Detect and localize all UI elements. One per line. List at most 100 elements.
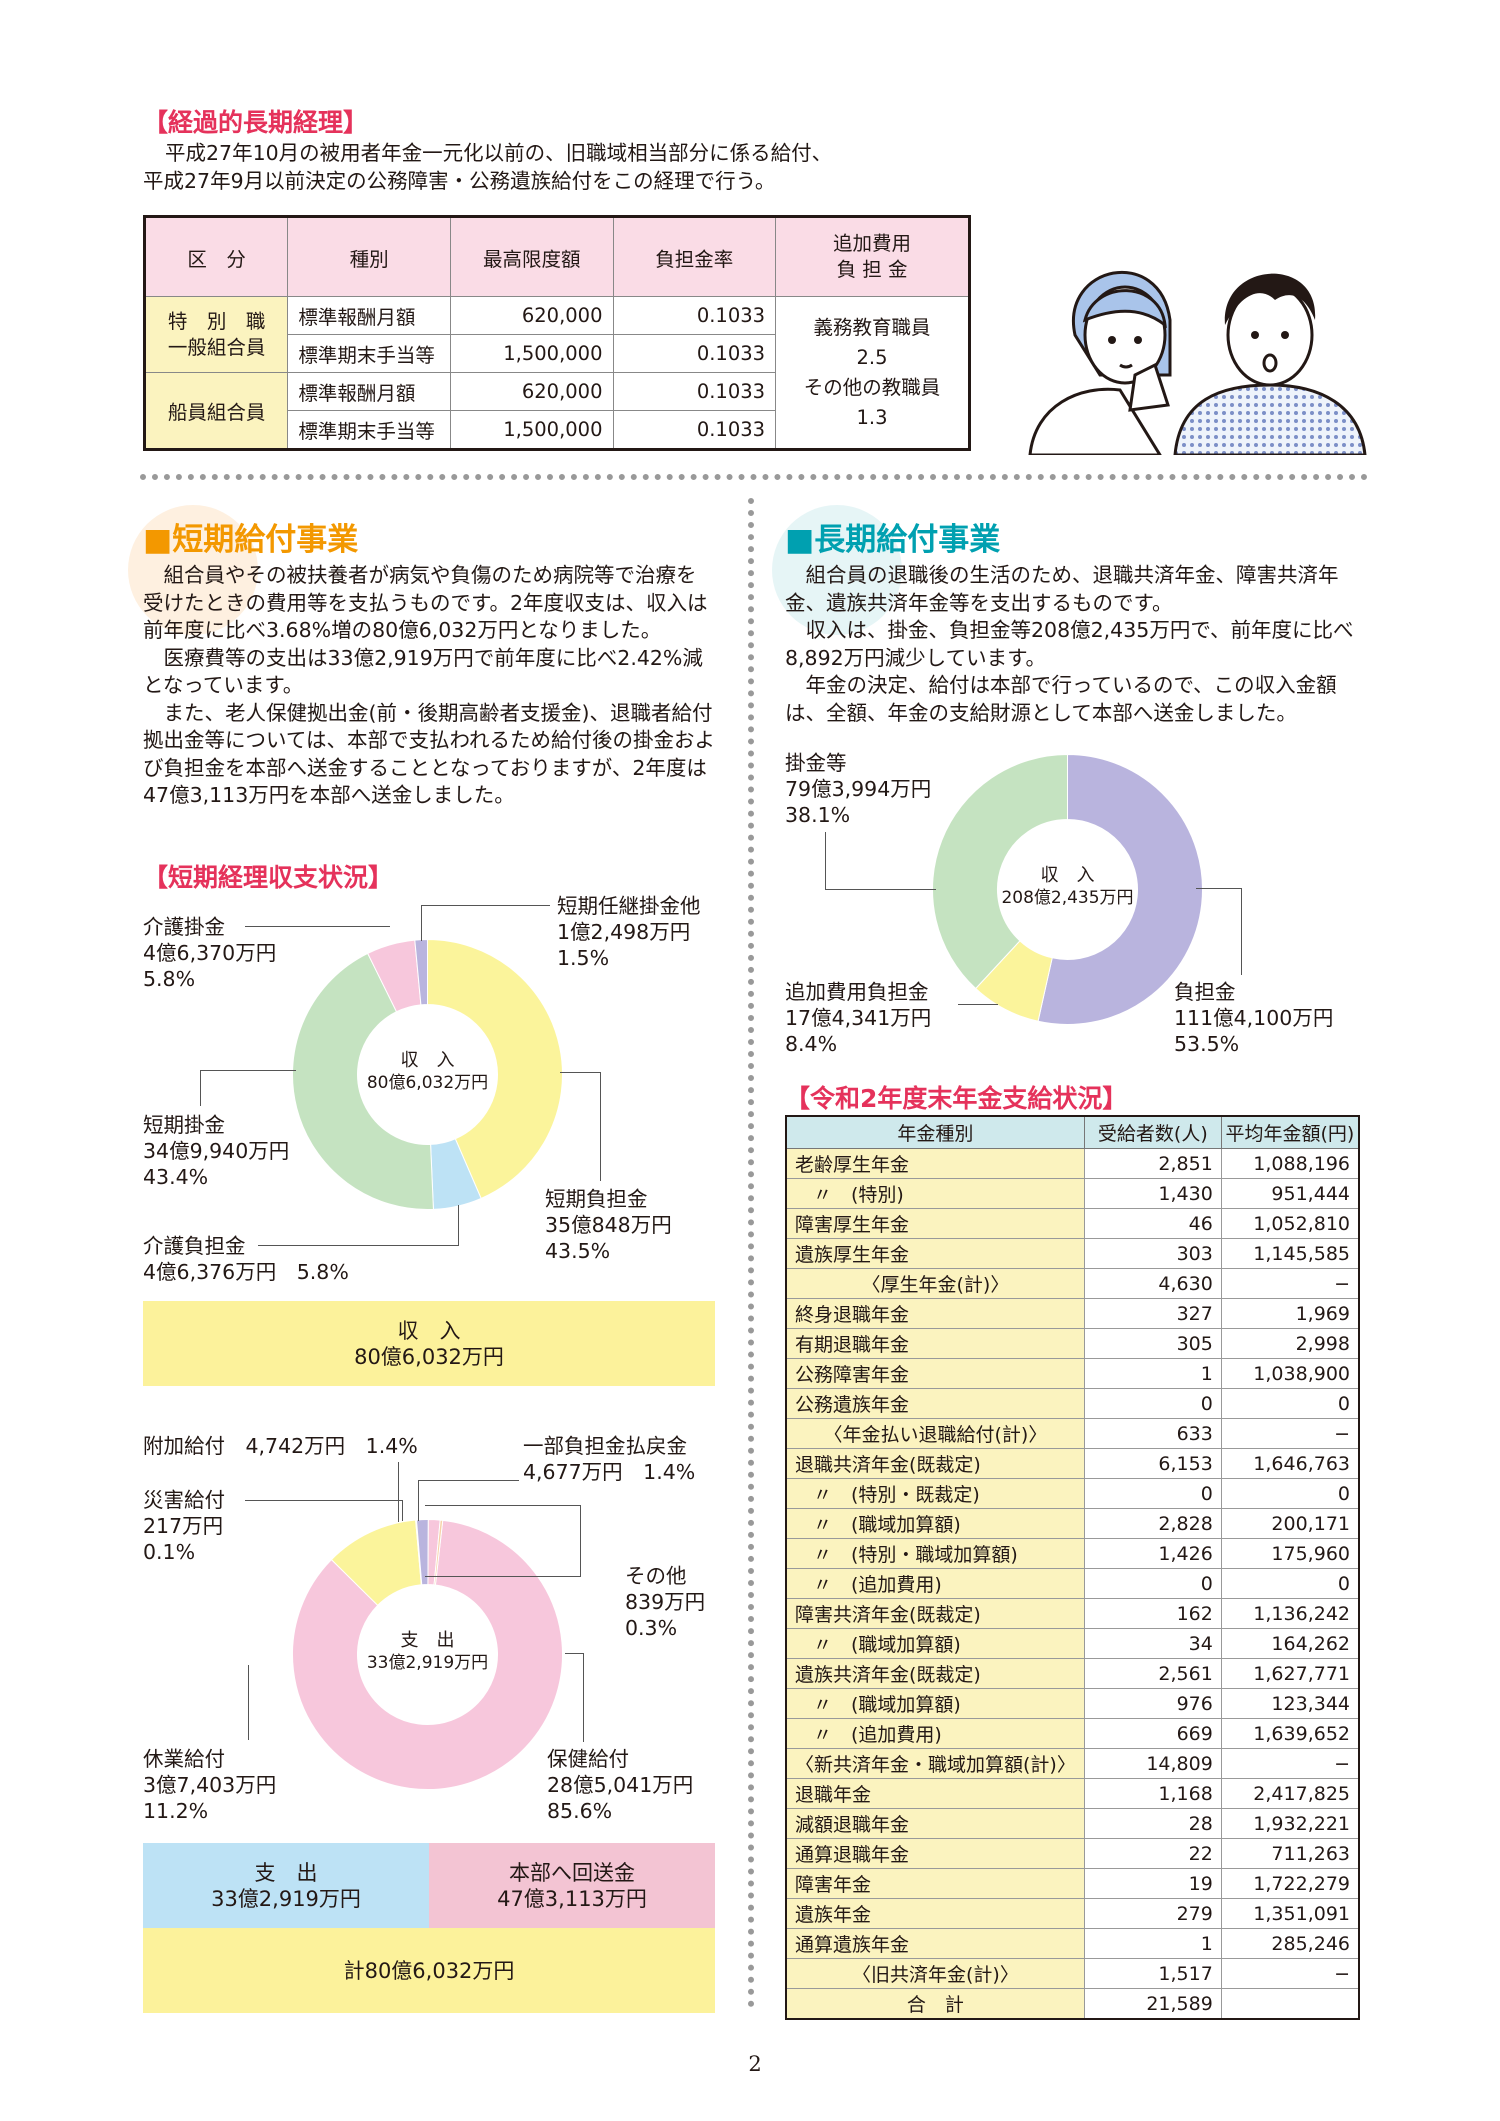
- income-box-line2: 80億6,032万円: [354, 1344, 504, 1369]
- income-box-line1: 収 入: [397, 1318, 461, 1343]
- label-line: 839万円: [625, 1590, 706, 1614]
- donut-slice-その他: [433, 1519, 444, 1586]
- label-sonota: その他 839万円 0.3%: [625, 1563, 705, 1641]
- header-payment-line2: 負 担 金: [836, 258, 908, 281]
- table-row: 〈年金払い退職給付(計)〉 633−: [785, 1418, 1360, 1449]
- pension-name-cell: 〃 (追加費用): [785, 1568, 1085, 1599]
- label-line: 17億4,341万円: [785, 1006, 932, 1030]
- recipients-cell: 0: [1083, 1478, 1222, 1509]
- table-row: 遺族厚生年金 303 1,145,585: [785, 1238, 1360, 1269]
- average-cell: 1,722,279: [1220, 1868, 1360, 1899]
- recipients-cell: 279: [1083, 1898, 1222, 1929]
- label-line: 災害給付: [143, 1488, 225, 1512]
- label-hoken: 保健給付 28億5,041万円 85.6%: [547, 1746, 693, 1824]
- average-cell: 1,038,900: [1220, 1358, 1360, 1389]
- label-line: 介護掛金: [143, 915, 225, 939]
- pension-name-cell: 退職共済年金(既裁定): [785, 1448, 1085, 1479]
- remit-box-line2: 47億3,113万円: [497, 1886, 647, 1911]
- title-decoration-circle: [128, 505, 258, 635]
- average-cell: −: [1220, 1748, 1360, 1779]
- table-row: 通算退職年金 22 711,263: [785, 1838, 1360, 1869]
- label-kake: 掛金等 79億3,994万円 38.1%: [785, 750, 931, 828]
- label-line: 43.4%: [143, 1165, 209, 1189]
- leader-line: [245, 1500, 403, 1521]
- desc-line-1: 平成27年10月の被用者年金一元化以前の、旧職域相当部分に係る給付、: [165, 141, 833, 165]
- table-row: 〈厚生年金(計)〉 4,630−: [785, 1268, 1360, 1299]
- pension-name-cell: 減額退職年金: [785, 1808, 1085, 1839]
- recipients-cell: 305: [1083, 1328, 1222, 1359]
- remit-box: 本部へ回送金 47億3,113万円: [429, 1843, 715, 1928]
- label-line: 4億6,376万円 5.8%: [143, 1260, 349, 1284]
- donut-slice-保健給付: [292, 1519, 563, 1790]
- recipients-cell: 6,153: [1083, 1448, 1222, 1479]
- average-cell: 2,998: [1220, 1328, 1360, 1359]
- average-cell: 200,171: [1220, 1508, 1360, 1539]
- pension-name-cell: 〈年金払い退職給付(計)〉: [785, 1418, 1085, 1449]
- label-line: 介護負担金: [143, 1234, 246, 1258]
- recipients-cell: 633: [1083, 1418, 1222, 1449]
- leader-line: [560, 1072, 601, 1181]
- recipients-cell: 2,828: [1083, 1508, 1222, 1539]
- donut-slice-負担金: [1037, 753, 1203, 1025]
- pension-name-cell: 通算退職年金: [785, 1838, 1085, 1869]
- label-kaigo-futan: 介護負担金 4億6,376万円 5.8%: [143, 1233, 349, 1285]
- donut-slice-掛金等: [932, 753, 1068, 990]
- max-cell: 620,000: [449, 296, 614, 335]
- long-income-center: 収 入 208億2,435万円: [930, 865, 1205, 909]
- short-term-sub-heading: 【短期経理収支状況】: [143, 863, 394, 892]
- pension-name-cell: 遺族厚生年金: [785, 1238, 1085, 1269]
- table-row: 〃 (職域加算額) 2,828 200,171: [785, 1508, 1360, 1539]
- max-cell: 620,000: [449, 372, 614, 411]
- average-cell: 1,969: [1220, 1298, 1360, 1329]
- short-expense-center: 支 出 33億2,919万円: [290, 1630, 565, 1674]
- leader-line: [958, 1004, 998, 1005]
- header-rate: 負担金率: [612, 216, 777, 297]
- people-illustration: [1028, 270, 1367, 455]
- label-tanki-futan: 短期負担金 35億848万円 43.5%: [545, 1186, 672, 1264]
- label-line: 一部負担金払戻金: [523, 1434, 687, 1458]
- recipients-cell: 976: [1083, 1688, 1222, 1719]
- average-cell: 285,246: [1220, 1928, 1360, 1959]
- table-row: 〃 (追加費用) 0 0: [785, 1568, 1360, 1599]
- label-line: 短期掛金: [143, 1113, 225, 1137]
- payment-cell: 義務教育職員 2.5 その他の教職員 1.3: [775, 296, 970, 450]
- long-term-paragraph: 収入は、掛金、負担金等208億2,435万円で、前年度に比べ8,892万円減少し…: [785, 618, 1354, 670]
- pension-name-cell: 遺族年金: [785, 1898, 1085, 1929]
- average-cell: 164,262: [1220, 1628, 1360, 1659]
- payment-line-3: その他の教職員: [803, 375, 941, 399]
- recipients-cell: 22: [1083, 1838, 1222, 1869]
- recipients-cell: 1,517: [1083, 1958, 1222, 1989]
- table-row: 有期退職年金 305 2,998: [785, 1328, 1360, 1359]
- pension-name-cell: 有期退職年金: [785, 1328, 1085, 1359]
- recipients-cell: 14,809: [1083, 1748, 1222, 1779]
- average-cell: 0: [1220, 1478, 1360, 1509]
- donut-slice-短期任継掛金他: [414, 938, 428, 1006]
- pension-name-cell: 障害年金: [785, 1868, 1085, 1899]
- table-row: 〈旧共済年金(計)〉 1,517−: [785, 1958, 1360, 1989]
- average-cell: 123,344: [1220, 1688, 1360, 1719]
- payment-line-4: 1.3: [856, 405, 888, 429]
- short-term-title: ■短期給付事業: [143, 522, 359, 558]
- recipients-cell: 28: [1083, 1808, 1222, 1839]
- recipients-cell: 0: [1083, 1388, 1222, 1419]
- short-term-paragraph: 医療費等の支出は33億2,919万円で前年度に比べ2.42%減となっています。: [143, 645, 703, 698]
- label-ichibu: 一部負担金払戻金 4,677万円 1.4%: [523, 1433, 695, 1485]
- divider-horizontal: [140, 474, 1368, 480]
- short-term-title-text: 短期給付事業: [172, 522, 359, 558]
- long-term-paragraph: 組合員の退職後の生活のため、退職共済年金、障害共済年金、遺族共済年金等を支出する…: [785, 563, 1339, 615]
- recipients-cell: 669: [1083, 1718, 1222, 1749]
- pension-table: 年金種別 受給者数(人) 平均年金額(円) 老齢厚生年金 2,851 1,088,1…: [785, 1115, 1360, 2020]
- header-pension-type: 年金種別: [785, 1115, 1085, 1149]
- pension-name-cell: 終身退職年金: [785, 1298, 1085, 1329]
- payment-line-1: 義務教育職員: [813, 315, 931, 339]
- short-term-paragraph: また、老人保健拠出金(前・後期高齢者支援金)、退職者給付拠出金等については、本部…: [143, 700, 715, 808]
- header-max: 最高限度額: [449, 216, 614, 297]
- label-line: 4億6,370万円: [143, 941, 277, 965]
- label-kaigo-kake: 介護掛金 4億6,370万円 5.8%: [143, 914, 276, 992]
- recipients-cell: 1,426: [1083, 1538, 1222, 1569]
- group-seaman: 船員組合員: [143, 372, 289, 450]
- label-futan: 負担金 111億4,100万円 53.5%: [1174, 979, 1333, 1057]
- table-row: 遺族共済年金(既裁定) 2,561 1,627,771: [785, 1658, 1360, 1689]
- average-cell: 1,932,221: [1220, 1808, 1360, 1839]
- label-line: 28億5,041万円: [547, 1773, 694, 1797]
